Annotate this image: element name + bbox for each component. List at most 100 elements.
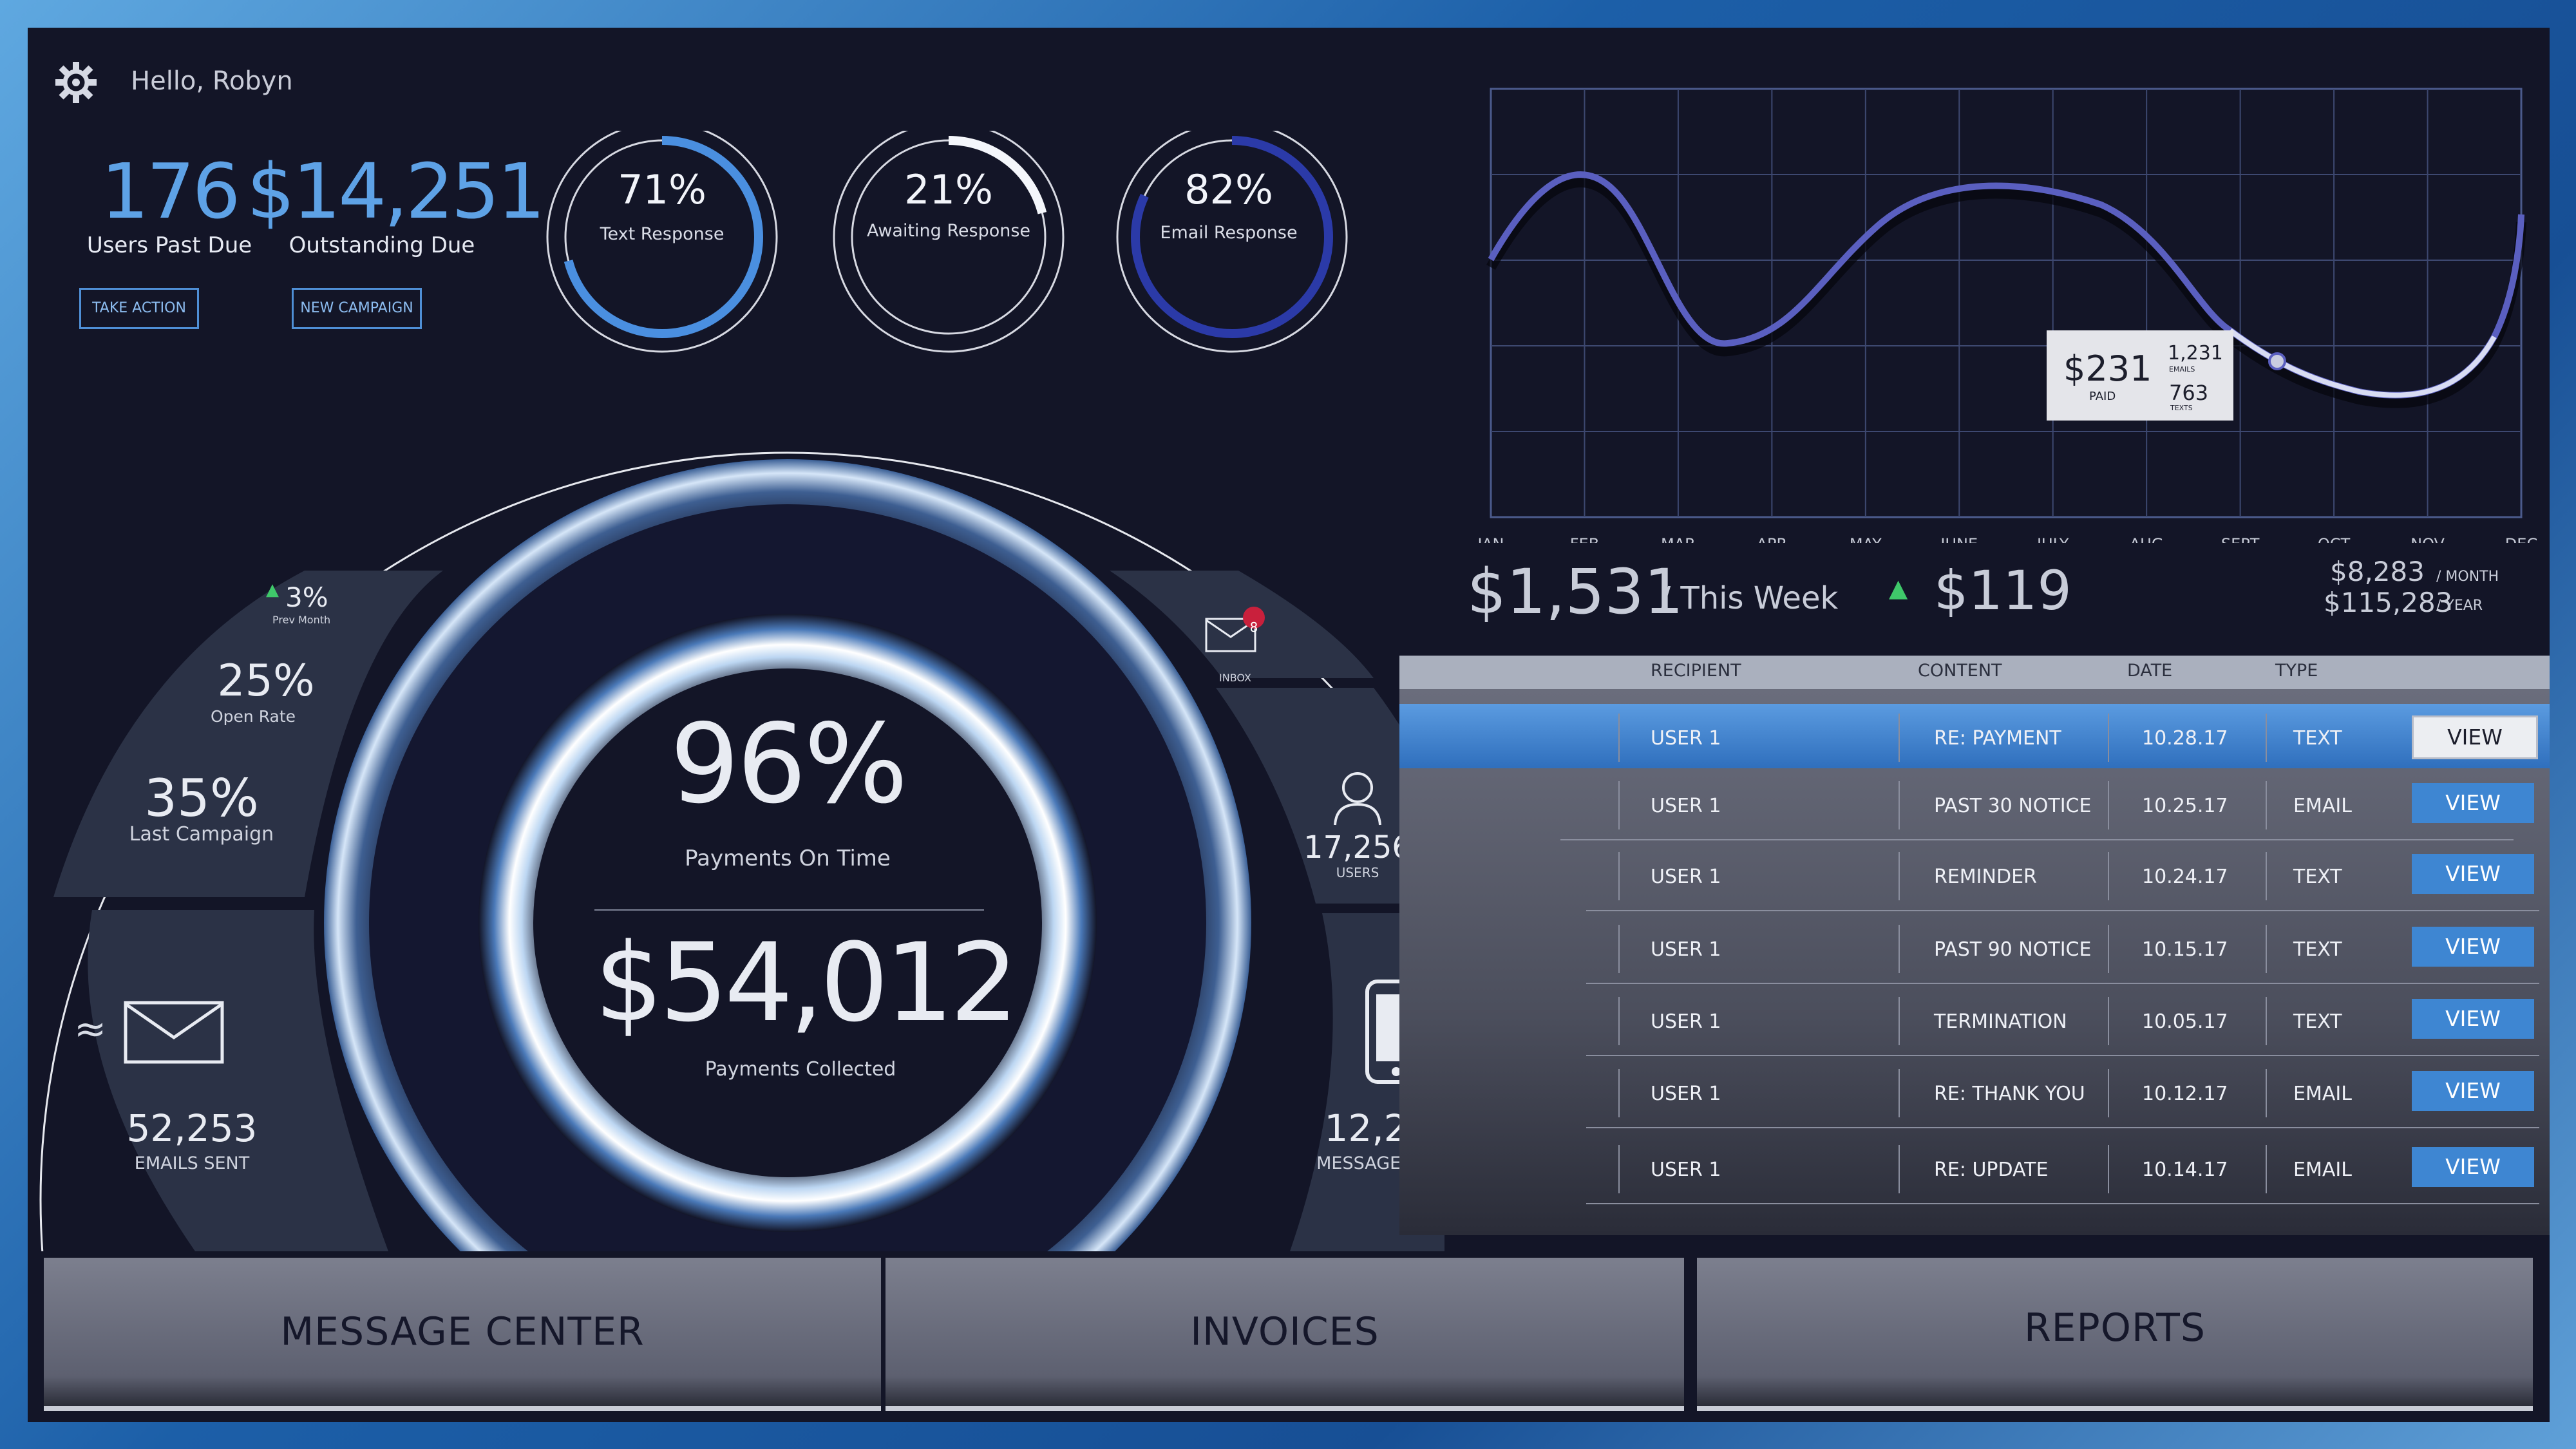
message-center-button[interactable]: MESSAGE CENTER: [44, 1258, 881, 1411]
email-response-pct: 82%: [1184, 166, 1273, 213]
table-row[interactable]: USER 1 PAST 90 NOTICE 10.15.17 TEXT VIEW: [1399, 915, 2550, 986]
wave-icon: ≈: [74, 1007, 107, 1052]
prev-month-label: Prev Month: [272, 614, 331, 626]
table-row[interactable]: USER 1 RE: PAYMENT 10.28.17 TEXT VIEW: [1399, 704, 2550, 768]
cell-divider: [2108, 852, 2109, 900]
cell-divider: [2266, 1145, 2267, 1193]
x-tick-label: OCT: [2318, 535, 2351, 543]
view-button[interactable]: VIEW: [2412, 854, 2534, 894]
content-cell: RE: THANK YOU: [1934, 1083, 2085, 1105]
row-divider: [1586, 910, 2539, 911]
x-tick-label: MAR: [1661, 535, 1696, 543]
weekly-delta: $119: [1934, 559, 2072, 622]
payments-line-chart: JAN FEB MAR APR MAY JUNE JULY AUG SEPT OCT NOV DEC: [1476, 88, 2537, 543]
text-response-pct: 71%: [618, 166, 706, 213]
invoices-button[interactable]: INVOICES: [886, 1258, 1684, 1411]
date-cell: 10.12.17: [2142, 1083, 2228, 1105]
table-header: RECIPIENT CONTENT DATE TYPE: [1399, 656, 2550, 689]
view-button[interactable]: VIEW: [2412, 999, 2534, 1039]
payments-on-time-value: 96%: [670, 701, 908, 828]
cell-divider: [2108, 1069, 2109, 1117]
cell-divider: [2266, 714, 2267, 762]
view-button[interactable]: VIEW: [2412, 1071, 2534, 1111]
content-cell: PAST 90 NOTICE: [1934, 938, 2092, 961]
inbox-label: INBOX: [1219, 672, 1251, 684]
content-cell: TERMINATION: [1934, 1010, 2067, 1033]
tooltip-paid-value: $231: [2063, 348, 2152, 389]
ring-progress-arc: [1131, 136, 1333, 338]
plot-area: [1490, 88, 2523, 518]
tooltip-paid-label: PAID: [2089, 390, 2116, 403]
users-past-due-value: 176: [100, 147, 240, 236]
ring-outline: [546, 131, 778, 353]
header-content[interactable]: CONTENT: [1918, 661, 2002, 681]
up-arrow-icon: ▲: [266, 580, 279, 600]
header-date[interactable]: DATE: [2127, 661, 2173, 681]
inbox-envelope-icon[interactable]: [1200, 594, 1271, 665]
table-row[interactable]: USER 1 RE: THANK YOU 10.12.17 EMAIL VIEW: [1399, 1059, 2550, 1130]
view-button[interactable]: VIEW: [2412, 1147, 2534, 1187]
type-cell: TEXT: [2293, 866, 2342, 888]
take-action-button[interactable]: TAKE ACTION: [79, 288, 199, 329]
outstanding-due-value: $14,251: [247, 147, 545, 236]
view-button[interactable]: VIEW: [2412, 927, 2534, 967]
cell-divider: [1899, 925, 1900, 973]
cell-divider: [1899, 781, 1900, 829]
cell-divider: [2266, 781, 2267, 829]
row-divider: [1586, 1127, 2539, 1128]
cell-divider: [1618, 997, 1620, 1045]
invoices-label: INVOICES: [1190, 1309, 1379, 1354]
row-divider: [1586, 983, 2539, 984]
table-body: [1399, 689, 2550, 1235]
table-row[interactable]: USER 1 TERMINATION 10.05.17 TEXT VIEW: [1399, 987, 2550, 1058]
users-label: USERS: [1336, 865, 1379, 880]
type-cell: TEXT: [2293, 1010, 2342, 1033]
table-row[interactable]: USER 1 PAST 30 NOTICE 10.25.17 EMAIL VIEW: [1399, 772, 2550, 842]
ring-outline: [833, 131, 1065, 353]
users-value: 17,256: [1303, 829, 1412, 866]
series-line: [1488, 171, 2524, 399]
emails-sent-label: EMAILS SENT: [134, 1153, 250, 1173]
cell-divider: [2108, 1145, 2109, 1193]
cell-divider: [2266, 1069, 2267, 1117]
payments-on-time-label: Payments On Time: [685, 846, 891, 871]
messages-table: RECIPIENT CONTENT DATE TYPE USER 1 RE: PA…: [1399, 656, 2550, 1235]
recipient-cell: USER 1: [1651, 727, 1721, 750]
type-cell: EMAIL: [2293, 1083, 2352, 1105]
content-cell: RE: PAYMENT: [1934, 727, 2061, 750]
cell-divider: [2266, 925, 2267, 973]
ring-outline: [1116, 131, 1348, 353]
tooltip-emails-value: 1,231: [2168, 342, 2223, 365]
view-button[interactable]: VIEW: [2412, 783, 2534, 823]
view-button[interactable]: VIEW: [2412, 715, 2538, 759]
chart-tooltip: $231 PAID 1,231 EMAILS 763 TEXTS: [2047, 330, 2233, 421]
month-label: / MONTH: [2436, 569, 2499, 585]
table-row[interactable]: USER 1 REMINDER 10.24.17 TEXT VIEW: [1399, 842, 2550, 913]
text-response-label: Text Response: [600, 224, 724, 244]
header-recipient[interactable]: RECIPIENT: [1651, 661, 1741, 681]
reports-label: REPORTS: [2023, 1305, 2206, 1350]
open-rate-value: 25%: [217, 656, 315, 706]
cell-divider: [1899, 852, 1900, 900]
dashboard: Hello, Robyn 176 Users Past Due TAKE ACT…: [28, 28, 2550, 1422]
tooltip-texts-value: 763: [2169, 381, 2209, 405]
recipient-cell: USER 1: [1651, 795, 1721, 817]
row-divider: [1560, 839, 2514, 840]
recipient-cell: USER 1: [1651, 866, 1721, 888]
table-row[interactable]: USER 1 RE: UPDATE 10.14.17 EMAIL VIEW: [1399, 1135, 2550, 1206]
cell-divider: [1618, 781, 1620, 829]
x-tick-label: JUNE: [1939, 535, 1978, 543]
user-icon: [1334, 772, 1381, 826]
header-type[interactable]: TYPE: [2275, 661, 2318, 681]
reports-button[interactable]: REPORTS: [1697, 1258, 2533, 1411]
new-campaign-button[interactable]: NEW CAMPAIGN: [292, 288, 422, 329]
cell-divider: [1899, 714, 1900, 762]
up-arrow-icon: ▲: [1889, 574, 1908, 602]
gear-icon[interactable]: [50, 57, 102, 108]
x-tick-label: JAN: [1476, 535, 1504, 543]
x-tick-label: DEC: [2505, 535, 2537, 543]
content-cell: REMINDER: [1934, 866, 2037, 888]
x-tick-label: AUG: [2130, 535, 2164, 543]
date-cell: 10.15.17: [2142, 938, 2228, 961]
